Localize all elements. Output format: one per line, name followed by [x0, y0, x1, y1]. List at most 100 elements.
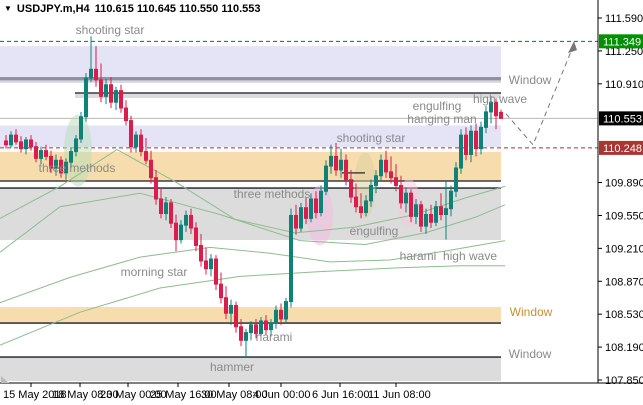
y-axis-label: 108.530 [605, 309, 643, 321]
candle-bull [164, 202, 168, 215]
y-axis-label: 110.910 [605, 79, 643, 91]
pattern-annotation: harami [256, 330, 293, 344]
candle-bull [54, 159, 58, 169]
pattern-annotation: Window [510, 305, 553, 319]
candle-bear [334, 155, 338, 171]
candle-bull [489, 101, 493, 113]
pattern-annotation: hammer [210, 360, 254, 374]
candle-bear [439, 206, 443, 215]
moving-average-line-4 [0, 265, 505, 346]
candle-bull [479, 126, 483, 150]
candle-bear [254, 324, 258, 335]
candle-bull [9, 134, 13, 146]
candle-bull [329, 155, 333, 167]
candle-bear [19, 141, 23, 150]
candle-bear [129, 120, 133, 148]
x-axis-label: 18 May 08:00 [52, 389, 119, 401]
candle-bear [359, 206, 363, 214]
candle-bear [224, 297, 228, 314]
candle-bear [124, 107, 128, 122]
candle-bear [349, 179, 353, 198]
candle-bear [29, 139, 33, 148]
price-badge-value: 110.248 [603, 143, 642, 155]
candle-bull [324, 165, 328, 192]
x-axis-label: 30 May 08:00 [201, 389, 268, 401]
pattern-annotation: morning star [121, 265, 188, 279]
pattern-annotation: high wave [473, 92, 527, 106]
y-axis-label: 109.210 [605, 243, 643, 255]
candle-bear [264, 320, 268, 331]
pattern-annotation: Window [509, 347, 552, 361]
candle-bear [194, 227, 198, 246]
zone-window-orange [0, 307, 501, 324]
pattern-annotation: shooting star [76, 23, 145, 37]
candle-bear [174, 222, 178, 241]
y-axis-label: 108.870 [605, 276, 643, 288]
chart-title: ▼ USDJPY.m,H4 110.615 110.645 110.550 11… [4, 3, 260, 15]
candle-bear [279, 309, 283, 320]
candle-bear [159, 198, 163, 215]
candle-bull [289, 214, 293, 303]
projection-arrow-line [505, 43, 575, 146]
candle-bear [464, 134, 468, 155]
candle-bull [179, 224, 183, 241]
candle-bear [314, 198, 318, 214]
x-axis-label: 6 Jun 16:00 [312, 389, 370, 401]
candle-bull [414, 204, 418, 217]
pattern-annotation: harami [400, 249, 437, 263]
candle-bear [389, 171, 393, 179]
candle-bull [84, 77, 88, 118]
candle-bull [79, 116, 83, 140]
ohlc-values: 110.615 110.645 110.550 110.553 [94, 3, 261, 15]
candle-bull [209, 258, 213, 270]
price-badge [599, 111, 643, 126]
candle-bull [114, 90, 118, 103]
zone-window-separator-dark [0, 77, 501, 81]
zone-window-upper-lavender [0, 46, 501, 78]
scroll-corner-icon[interactable] [1, 376, 9, 383]
candle-bear [204, 260, 208, 270]
candle-bull [364, 200, 368, 214]
symbol-dropdown-icon[interactable]: ▼ [4, 4, 12, 13]
candle-bull [104, 84, 108, 97]
candle-bull [449, 190, 453, 210]
candle-bear [49, 155, 53, 169]
candle-bull [469, 130, 473, 155]
candle-bull [339, 159, 343, 171]
candle-bear [34, 146, 38, 159]
candle-bull [184, 214, 188, 226]
candle-bear [154, 177, 158, 200]
candle-bull [374, 175, 378, 186]
candle-bear [44, 150, 48, 157]
candle-bull [424, 213, 428, 227]
pattern-annotation: Window [509, 73, 552, 87]
candle-bear [59, 159, 63, 174]
x-axis-label: 15 May 2018 [3, 389, 67, 401]
pattern-annotation: three methods [39, 161, 116, 175]
candle-bull [309, 198, 313, 219]
zone-resistance-lavender [0, 125, 501, 148]
x-axis-label: 11 Jun 08:00 [368, 389, 431, 401]
moving-average-line-2 [0, 192, 506, 253]
candle-bull [379, 159, 383, 177]
candle-bull [89, 68, 93, 79]
candle-bear [239, 326, 243, 341]
candle-bull [269, 322, 273, 331]
candle-bear [14, 134, 18, 143]
candle-bull [249, 324, 253, 334]
pattern-annotation: engulfing [350, 224, 399, 238]
price-badge-value: 110.553 [603, 113, 642, 125]
candle-bear [234, 304, 238, 328]
candle-bear [109, 84, 113, 103]
pattern-annotation: high wave [443, 249, 497, 263]
moving-average-line-3 [0, 240, 506, 304]
x-axis-label: 4 Jun 00:00 [253, 389, 311, 401]
pattern-annotation: engulfing [413, 99, 462, 113]
candle-bull [284, 301, 288, 320]
y-axis-label: 111.590 [605, 13, 643, 25]
candle-bull [299, 207, 303, 229]
candle-bull [434, 206, 438, 223]
candle-bear [409, 192, 413, 217]
candle-bull [274, 309, 278, 324]
